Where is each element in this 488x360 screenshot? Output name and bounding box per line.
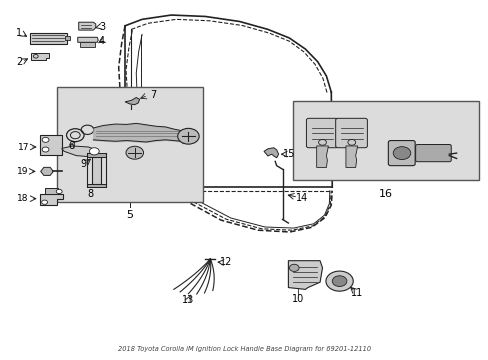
- Text: 7: 7: [149, 90, 156, 100]
- Text: 2: 2: [16, 57, 22, 67]
- Text: 12: 12: [219, 257, 232, 267]
- Polygon shape: [345, 146, 357, 167]
- Polygon shape: [316, 146, 328, 167]
- Circle shape: [289, 264, 299, 271]
- Circle shape: [56, 189, 62, 194]
- Text: 3: 3: [99, 22, 105, 32]
- Polygon shape: [78, 37, 98, 42]
- Polygon shape: [61, 146, 98, 157]
- Text: 18: 18: [18, 194, 29, 203]
- FancyBboxPatch shape: [293, 101, 478, 180]
- Polygon shape: [92, 157, 101, 184]
- Circle shape: [42, 147, 49, 152]
- Polygon shape: [41, 167, 53, 175]
- Text: 4: 4: [99, 36, 105, 46]
- FancyBboxPatch shape: [57, 87, 203, 202]
- FancyBboxPatch shape: [335, 118, 366, 148]
- Circle shape: [331, 276, 346, 287]
- Polygon shape: [40, 135, 61, 155]
- Text: 9: 9: [81, 159, 86, 169]
- Polygon shape: [31, 53, 49, 60]
- Circle shape: [41, 200, 47, 204]
- Polygon shape: [87, 184, 106, 187]
- Text: 15: 15: [283, 149, 295, 159]
- Polygon shape: [65, 36, 70, 40]
- Circle shape: [325, 271, 352, 291]
- Text: 14: 14: [295, 193, 307, 203]
- Text: 11: 11: [350, 288, 362, 298]
- Polygon shape: [40, 194, 63, 205]
- Circle shape: [126, 146, 143, 159]
- Text: 1: 1: [16, 28, 22, 38]
- Polygon shape: [79, 22, 96, 30]
- Circle shape: [42, 137, 49, 142]
- Text: 8: 8: [88, 189, 94, 199]
- Text: 2018 Toyota Corolla iM Ignition Lock Handle Base Diagram for 69201-12110: 2018 Toyota Corolla iM Ignition Lock Han…: [118, 346, 370, 352]
- FancyBboxPatch shape: [306, 118, 337, 148]
- Text: 5: 5: [126, 211, 133, 220]
- Text: 17: 17: [19, 143, 30, 152]
- Text: 16: 16: [378, 189, 392, 199]
- Text: 13: 13: [182, 295, 194, 305]
- Polygon shape: [288, 261, 322, 289]
- FancyBboxPatch shape: [415, 144, 450, 162]
- Polygon shape: [80, 42, 95, 46]
- Polygon shape: [44, 188, 58, 194]
- FancyBboxPatch shape: [387, 140, 414, 166]
- Text: 10: 10: [291, 294, 304, 304]
- Polygon shape: [87, 153, 106, 157]
- Polygon shape: [30, 33, 66, 44]
- Circle shape: [177, 129, 199, 144]
- Circle shape: [89, 148, 99, 155]
- Circle shape: [392, 147, 410, 159]
- Polygon shape: [125, 98, 140, 105]
- Text: 6: 6: [68, 141, 74, 151]
- Polygon shape: [264, 148, 278, 158]
- Text: 19: 19: [18, 167, 29, 176]
